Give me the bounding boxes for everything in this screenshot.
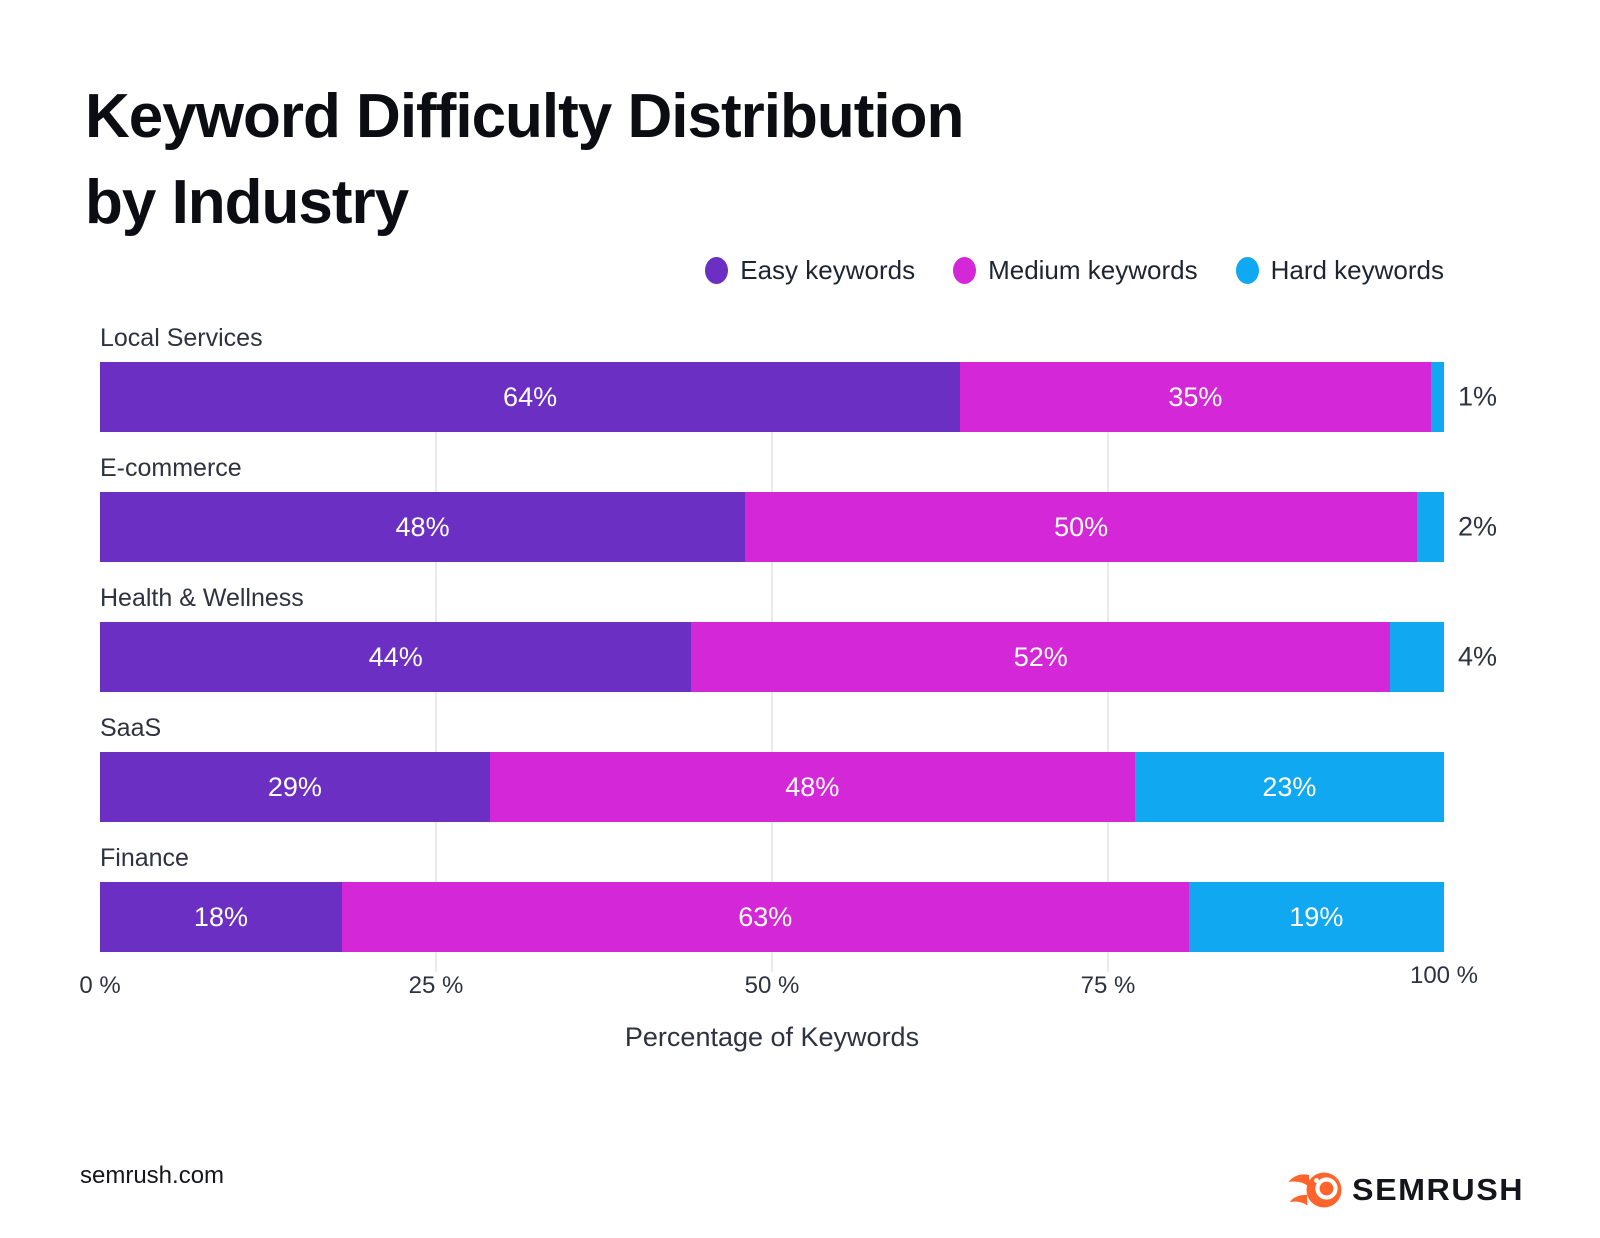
semrush-flame-icon [1288,1172,1342,1208]
category-label: SaaS [100,714,162,742]
stacked-bar: 44% 52% 4% [100,622,1497,692]
bar-segment-medium-keywords: 48% [489,752,1135,822]
chart-row: Health & Wellness 44% 52% 4% [100,582,1497,712]
bar-value-label: 18% [193,901,248,932]
legend-label: Medium keywords [988,254,1198,285]
bar-segment-hard-keywords [1430,362,1444,432]
x-tick: 25 % [408,972,464,999]
x-tick: 0 % [79,972,121,999]
bar-segment-hard-keywords [1417,492,1444,562]
bar-segment-easy-keywords: 18% [100,882,342,952]
bar-value-label: 44% [368,641,423,672]
legend-dot-icon [1235,256,1259,284]
bar-segment-medium-keywords: 50% [745,492,1418,562]
x-tick: 100 % [1409,962,1479,989]
chart-row: SaaS 29% 48% 23% [100,712,1444,842]
stacked-bar: 29% 48% 23% [100,752,1444,822]
bar-segment-easy-keywords: 48% [100,492,746,562]
bar-segment-medium-keywords: 35% [960,362,1431,432]
x-tick: 75 % [1080,972,1136,999]
legend-item: Hard keywords [1235,254,1444,286]
title-line-2: by Industry [85,168,409,237]
legend-item: Easy keywords [705,255,915,286]
category-label: Local Services [100,324,263,352]
x-axis-label: Percentage of Keywords [624,1022,920,1052]
bar-value-label: 63% [738,901,793,932]
stacked-bar: 64% 35% 1% [100,362,1497,432]
stacked-bar: 48% 50% 2% [100,492,1497,562]
bar-value-label: 50% [1054,511,1109,542]
bar-value-label: 29% [267,771,322,802]
stacked-bar: 18% 63% 19% [100,882,1444,952]
legend-label: Easy keywords [740,254,916,285]
bar-value-label: 23% [1262,771,1317,802]
chart-rows: Local Services 64% 35% 1% E-commerce 48% 50% 2%… [100,322,1497,972]
site-url: semrush.com [80,1162,225,1189]
legend: Easy keywords Medium keywords Hard keyword… [705,252,1444,288]
bar-value-label: 64% [503,381,558,412]
category-label: E-commerce [100,454,242,482]
bar-segment-easy-keywords: 64% [100,362,961,432]
bar-segment-medium-keywords: 63% [341,882,1189,952]
page-title: Keyword Difficulty Distribution by Indus… [85,74,964,246]
bar-segment-medium-keywords: 52% [691,622,1391,692]
bar-value-label: 48% [785,771,840,802]
category-label: Finance [100,844,189,872]
chart-row: Local Services 64% 35% 1% [100,322,1497,452]
bar-value-label: 19% [1289,901,1344,932]
title-line-1: Keyword Difficulty Distribution [85,82,964,151]
bar-value-label: 52% [1013,641,1068,672]
chart-row: Finance 18% 63% 19% [100,842,1444,972]
legend-item: Medium keywords [953,255,1198,286]
bar-segment-easy-keywords: 29% [100,752,490,822]
chart-row: E-commerce 48% 50% 2% [100,452,1497,582]
bar-value-label-outside: 2% [1458,511,1498,542]
x-axis-ticks: 0 % 25 % 50 % 75 % 100 % [79,962,1478,1002]
bar-value-label-outside: 4% [1458,641,1498,672]
bar-value-label-outside: 1% [1458,381,1498,412]
bar-segment-hard-keywords: 23% [1134,752,1444,822]
bar-value-label: 48% [395,511,450,542]
category-label: Health & Wellness [100,584,304,612]
legend-dot-icon [705,256,729,284]
bar-value-label: 35% [1168,381,1223,412]
legend-dot-icon [953,256,977,284]
semrush-logo: SEMRUSH [1288,1168,1523,1212]
bar-segment-easy-keywords: 44% [100,622,692,692]
bar-segment-hard-keywords: 19% [1188,882,1444,952]
x-tick: 50 % [744,972,800,999]
semrush-wordmark: SEMRUSH [1352,1172,1525,1207]
legend-label: Hard keywords [1270,254,1444,285]
bar-segment-hard-keywords [1390,622,1444,692]
